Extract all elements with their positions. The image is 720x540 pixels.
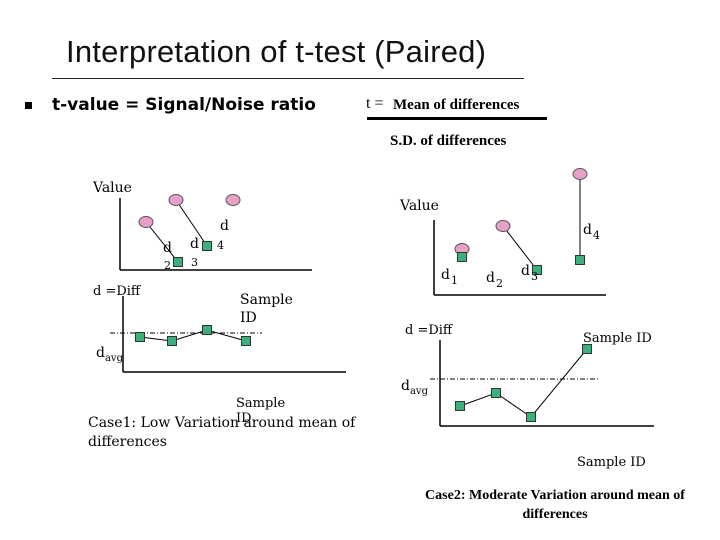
bullet-square-icon <box>25 102 32 109</box>
case1-before-marker-1 <box>138 216 154 228</box>
formula-t: t = <box>366 95 384 112</box>
case2-d-sub-4: 4 <box>593 229 600 242</box>
case2-diff-plot <box>430 340 654 427</box>
case1-d-label-c: d <box>220 218 229 234</box>
formula-denominator: S.D. of differences <box>390 133 507 149</box>
case1-diff-marker-4 <box>241 336 251 346</box>
case1-after-marker-2 <box>202 241 212 251</box>
case1-diff-axis-label: d =Diff <box>93 284 141 299</box>
case1-sample-id-top: Sample ID <box>240 292 293 326</box>
case2-diff-marker-2 <box>491 388 501 398</box>
case2-diff-marker-1 <box>455 401 465 411</box>
case2-diff-line <box>459 348 588 418</box>
title-divider <box>52 78 524 79</box>
case1-d-sub-4: 4 <box>217 239 224 252</box>
case2-caption: Case2: Moderate Variation around mean of… <box>425 488 685 522</box>
case2-d-sub-3: 3 <box>531 270 538 283</box>
case1-davg-label: davg <box>96 345 123 364</box>
case1-connector-d3 <box>175 199 208 247</box>
case2-sample-id-top: Sample ID <box>583 331 652 346</box>
case1-value-axis-label: Value <box>93 180 132 196</box>
case2-d-label-4: d <box>583 222 592 238</box>
case1-sample-id-bottom: Sample ID <box>236 396 286 426</box>
bullet-text: t-value = Signal/Noise ratio <box>52 95 316 115</box>
page-title: Interpretation of t-test (Paired) <box>66 34 487 69</box>
case1-before-marker-2 <box>168 194 184 206</box>
case1-diff-plot <box>110 296 346 373</box>
case1-diff-line <box>139 329 247 342</box>
formula-fraction-bar <box>367 117 547 120</box>
case2-d-sub-2: 2 <box>496 277 503 290</box>
case1-d-sub-2: 2 <box>164 259 171 272</box>
case2-value-plot <box>433 168 606 296</box>
case1-diff-marker-3 <box>202 325 212 335</box>
case2-before-marker-2 <box>495 220 511 232</box>
case2-connector-d2 <box>502 225 538 271</box>
case2-d-label-2: d <box>486 270 495 286</box>
case1-diff-marker-1 <box>135 332 145 342</box>
case2-diff-marker-3 <box>526 412 536 422</box>
case1-d-sub-3: 3 <box>191 256 198 269</box>
case2-davg-label: davg <box>401 378 428 397</box>
case1-d-label-b: d <box>190 236 199 252</box>
case2-diff-axis-label: d =Diff <box>405 323 453 338</box>
case1-after-marker-1 <box>173 257 183 267</box>
case1-before-marker-3 <box>225 194 241 206</box>
case1-caption: Case1: Low Variation around mean of diff… <box>88 415 356 450</box>
formula-numerator: Mean of differences <box>393 97 520 113</box>
case1-value-plot <box>119 194 312 271</box>
case1-connector-d2 <box>145 221 179 263</box>
case2-after-marker-1 <box>457 252 467 262</box>
case1-d-label-a: d <box>163 240 172 256</box>
case2-after-marker-3 <box>575 255 585 265</box>
case2-d-label-1: d <box>441 267 450 283</box>
case2-d-sub-1: 1 <box>451 274 458 287</box>
case2-before-marker-3 <box>572 168 588 180</box>
case1-diff-marker-2 <box>167 336 177 346</box>
case2-d-label-3: d <box>521 263 530 279</box>
case2-value-axis-label: Value <box>400 198 439 214</box>
case2-sample-id-bottom: Sample ID <box>577 455 646 470</box>
